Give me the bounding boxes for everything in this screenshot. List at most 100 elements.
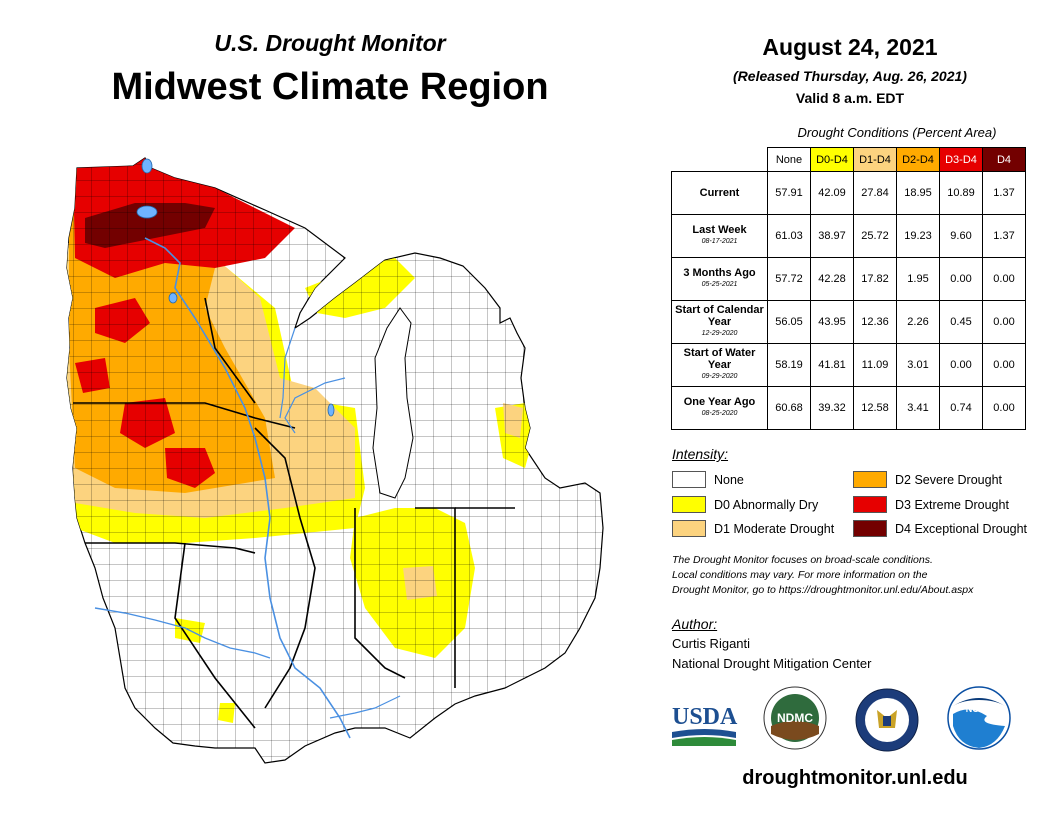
row-label-text: Start of Calendar Year	[675, 304, 764, 328]
table-cell: 61.03	[767, 214, 811, 258]
row-date: 09-29-2020	[701, 373, 738, 380]
drought-map	[66, 157, 604, 764]
row-date: 08-17-2021	[701, 238, 738, 245]
legend-label: D4 Exceptional Drought	[895, 521, 1028, 536]
table-cell: 3.41	[896, 386, 940, 430]
row-label: 3 Months Ago 05-25-2021	[671, 257, 768, 301]
red-lake	[136, 205, 158, 219]
column-header: D4	[982, 147, 1026, 172]
legend-title: Intensity:	[672, 446, 729, 462]
table-cell: 18.95	[896, 171, 940, 215]
table-header-row: None D0-D4 D1-D4 D2-D4 D3-D4 D4	[672, 147, 1026, 172]
usda-logo: USDA	[672, 704, 738, 746]
valid-time: Valid 8 a.m. EDT	[795, 90, 905, 106]
note-line: The Drought Monitor focuses on broad-sca…	[672, 554, 933, 566]
table-cell: 12.58	[853, 386, 897, 430]
mississippi-river	[144, 237, 351, 739]
illinois-river	[284, 377, 346, 434]
table-row: 3 Months Ago 05-25-2021 57.72 42.28 17.82 1.9…	[671, 257, 1026, 301]
table-cell: 3.01	[896, 343, 940, 387]
table-cell: 12.36	[853, 300, 897, 344]
lake-winnebago	[327, 403, 335, 417]
legend-swatch	[853, 496, 887, 513]
column-header: D0-D4	[810, 147, 854, 172]
table-cell: 0.74	[939, 386, 983, 430]
table-cell: 42.09	[810, 171, 854, 215]
table-cell: 11.09	[853, 343, 897, 387]
column-header: D1-D4	[853, 147, 897, 172]
table-cell: 58.19	[767, 343, 811, 387]
row-date: 08-25-2020	[701, 410, 738, 417]
usda-logo-text: USDA	[672, 704, 738, 730]
table-row: Start of Water Year 09-29-2020 58.19 41.81 1…	[671, 343, 1026, 387]
row-label-text: 3 Months Ago	[683, 267, 756, 279]
missouri-river	[94, 607, 271, 659]
legend-label: D2 Severe Drought	[895, 472, 1003, 487]
disclaimer-note: The Drought Monitor focuses on broad-sca…	[672, 553, 1042, 598]
row-label: Start of Calendar Year 12-29-2020	[671, 300, 768, 344]
legend-item-none: None	[672, 471, 744, 488]
table-cell: 0.45	[939, 300, 983, 344]
legend-item-d2: D2 Severe Drought	[853, 471, 1002, 488]
table-cell: 39.32	[810, 386, 854, 430]
ndmc-logo: NDMC	[763, 686, 827, 750]
table-cell: 0.00	[939, 257, 983, 301]
legend-swatch	[672, 520, 706, 537]
legend-label: None	[714, 472, 744, 487]
table-header-blank	[672, 148, 768, 172]
column-header: None	[767, 147, 811, 172]
table-caption: Drought Conditions (Percent Area)	[797, 125, 997, 140]
table-cell: 17.82	[853, 257, 897, 301]
row-label: Current	[671, 171, 768, 215]
note-line: Local conditions may vary. For more info…	[672, 569, 928, 581]
legend-item-d0: D0 Abnormally Dry	[672, 496, 818, 513]
legend-item-d4: D4 Exceptional Drought	[853, 520, 1027, 537]
release-date: (Released Thursday, Aug. 26, 2021)	[733, 68, 967, 84]
table-cell: 42.28	[810, 257, 854, 301]
table-cell: 60.68	[767, 386, 811, 430]
state-borders	[73, 297, 515, 729]
table-cell: 19.23	[896, 214, 940, 258]
table-cell: 9.60	[939, 214, 983, 258]
table-cell: 1.37	[982, 171, 1026, 215]
website-url[interactable]: droughtmonitor.unl.edu	[742, 767, 968, 789]
table-cell: 57.72	[767, 257, 811, 301]
table-cell: 2.26	[896, 300, 940, 344]
table-cell: 1.95	[896, 257, 940, 301]
lake-of-the-woods	[141, 158, 153, 174]
map-date: August 24, 2021	[762, 34, 938, 60]
wisconsin-river	[279, 327, 296, 419]
table-row: One Year Ago 08-25-2020 60.68 39.32 12.58 3.4…	[671, 386, 1026, 430]
ohio-river	[329, 695, 401, 719]
noaa-logo: NOAA	[947, 686, 1011, 750]
table-cell: 41.81	[810, 343, 854, 387]
table-cell: 56.05	[767, 300, 811, 344]
row-label-text: Start of Water Year	[683, 347, 756, 371]
row-date: 12-29-2020	[701, 330, 738, 337]
table-cell: 0.00	[982, 343, 1026, 387]
author-heading: Author:	[672, 616, 718, 632]
row-label-text: Last Week	[692, 224, 747, 236]
table-cell: 38.97	[810, 214, 854, 258]
row-label: Start of Water Year 09-29-2020	[671, 343, 768, 387]
table-cell: 1.37	[982, 214, 1026, 258]
legend-label: D3 Extreme Drought	[895, 497, 1009, 512]
noaa-logo-text: NOAA	[966, 704, 993, 714]
table-cell: 27.84	[853, 171, 897, 215]
county-lines	[67, 158, 603, 763]
column-header: D3-D4	[939, 147, 983, 172]
row-label: One Year Ago 08-25-2020	[671, 386, 768, 430]
table-row: Start of Calendar Year 12-29-2020 56.05 43.…	[671, 300, 1026, 344]
legend-item-d1: D1 Moderate Drought	[672, 520, 834, 537]
mille-lacs-lake	[168, 292, 178, 304]
table-cell: 0.00	[982, 300, 1026, 344]
table-cell: 57.91	[767, 171, 811, 215]
table-cell: 0.00	[982, 386, 1026, 430]
legend-item-d3: D3 Extreme Drought	[853, 496, 1009, 513]
row-label: Last Week 08-17-2021	[671, 214, 768, 258]
map-title: Midwest Climate Region	[111, 66, 549, 108]
column-header: D2-D4	[896, 147, 940, 172]
legend-swatch	[672, 496, 706, 513]
table-row: Current 57.91 42.09 27.84 18.95 10.89 1.37	[671, 171, 1026, 215]
row-date: 05-25-2021	[701, 281, 738, 288]
